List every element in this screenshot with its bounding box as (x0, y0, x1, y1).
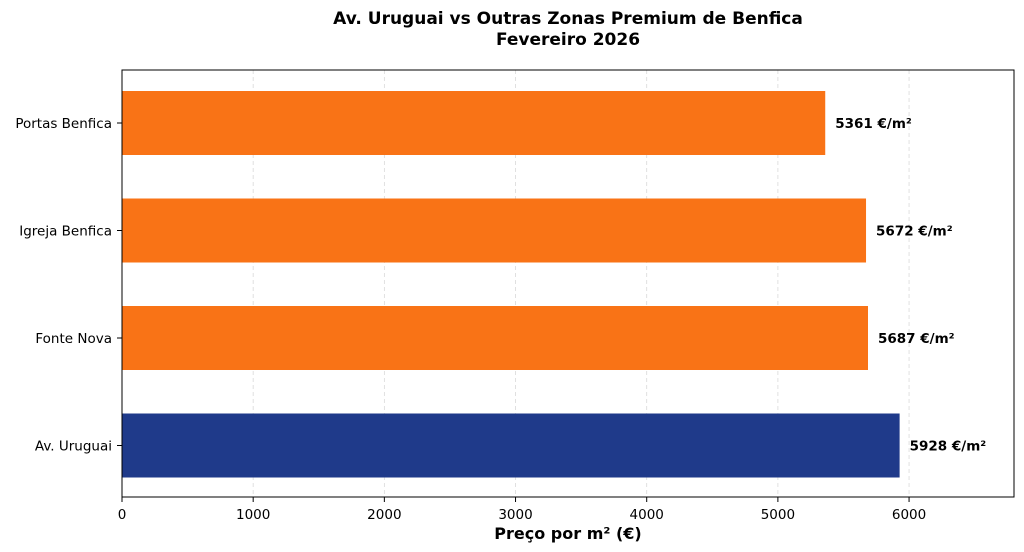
plot-frame (121, 69, 1015, 498)
x-tick-label: 2000 (367, 507, 401, 523)
y-axis-ticks: Av. Uruguai Fonte Nova Igreja Benfica Porta… (15, 116, 122, 455)
data-label: 5928 €/m² (910, 439, 987, 455)
bar (122, 413, 900, 478)
bar (122, 91, 826, 155)
x-tick-label: 3000 (498, 507, 532, 523)
data-label: 5361 €/m² (835, 116, 912, 132)
x-tick-label: 6000 (892, 507, 926, 523)
bar (122, 306, 869, 370)
x-tick-label: 4000 (630, 507, 664, 523)
y-tick-label: Av. Uruguai (35, 439, 112, 455)
bars (122, 91, 900, 478)
bar (122, 198, 867, 263)
data-label: 5672 €/m² (876, 224, 953, 240)
x-axis-label: Preço por m² (€) (494, 524, 641, 543)
y-tick-label: Igreja Benfica (19, 224, 112, 240)
chart-title-line1: Av. Uruguai vs Outras Zonas Premium de B… (333, 9, 803, 29)
x-tick-label: 0 (118, 507, 127, 523)
x-tick-label: 1000 (236, 507, 270, 523)
y-tick-label: Portas Benfica (15, 116, 112, 132)
chart-title-line2: Fevereiro 2026 (496, 30, 640, 50)
data-labels: 5928 €/m² 5687 €/m² 5672 €/m² 5361 €/m² (835, 116, 986, 455)
data-label: 5687 €/m² (878, 331, 955, 347)
y-tick-label: Fonte Nova (35, 331, 112, 347)
x-axis-ticks: 0 1000 2000 3000 4000 5000 6000 (118, 497, 926, 523)
x-tick-label: 5000 (761, 507, 795, 523)
